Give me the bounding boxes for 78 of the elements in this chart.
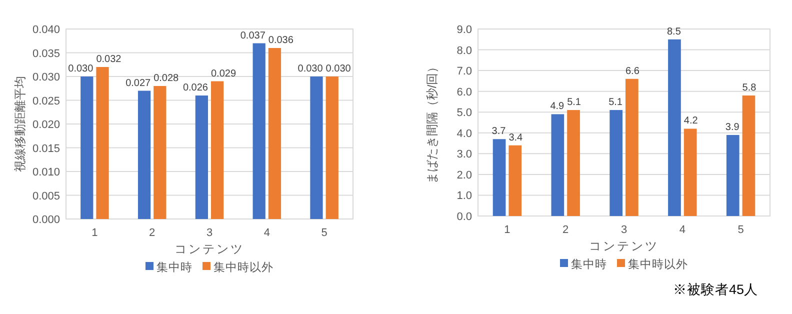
x-tick-label: 2 (149, 227, 156, 239)
y-tick-label: 0.015 (32, 142, 60, 155)
y-tick-label: 0.030 (32, 72, 60, 84)
data-label: 0.027 (126, 78, 152, 89)
data-label: 3.9 (725, 122, 740, 133)
x-axis-title: コンテンツ (589, 239, 659, 253)
y-tick-label: 5.0 (456, 107, 472, 120)
y-tick-label: 0.0 (456, 211, 472, 223)
data-label: 5.8 (742, 82, 757, 94)
bar (508, 145, 522, 216)
bar (195, 96, 208, 219)
legend-label: 集中時 (156, 261, 192, 274)
y-axis-title: まばたき間隔（秒/回） (425, 60, 439, 184)
data-label: 4.2 (684, 116, 698, 127)
y-tick-label: 2.0 (456, 169, 472, 182)
legend-label: 集中時以外 (628, 258, 688, 271)
data-label: 8.5 (666, 26, 682, 38)
y-tick-label: 6.0 (456, 86, 472, 98)
data-label: 0.030 (298, 64, 324, 74)
y-tick-label: 3.0 (456, 148, 472, 161)
y-tick-label: 0.005 (32, 190, 60, 202)
data-label: 0.030 (326, 64, 352, 74)
legend-label: 集中時以外 (214, 261, 274, 274)
data-label: 5.1 (567, 97, 582, 108)
y-tick-label: 8.0 (456, 44, 472, 57)
bar (742, 95, 756, 216)
x-tick-label: 4 (264, 227, 270, 239)
bar (551, 114, 564, 216)
x-tick-label: 3 (206, 227, 213, 239)
y-tick-label: 0.000 (32, 214, 60, 226)
bar (567, 110, 580, 216)
y-tick-label: 0.010 (32, 166, 60, 178)
y-tick-label: 4.0 (456, 128, 472, 140)
x-tick-label: 1 (92, 227, 98, 239)
bar (138, 90, 151, 219)
y-tick-label: 0.035 (32, 48, 60, 60)
bar (96, 67, 109, 219)
data-label: 0.029 (211, 68, 236, 80)
data-label: 4.9 (550, 101, 565, 112)
y-tick-label: 1.0 (456, 190, 472, 202)
bar (668, 39, 681, 216)
bar (154, 86, 166, 219)
y-tick-label: 7.0 (456, 66, 472, 78)
text: ※被験者45人 (672, 282, 758, 297)
legend-label: 集中時 (571, 258, 607, 271)
data-label: 5.1 (608, 97, 623, 108)
y-tick-label: 0.025 (32, 95, 60, 108)
y-tick-label: 0.020 (32, 119, 60, 131)
bar (684, 128, 697, 216)
x-tick-label: 3 (620, 224, 628, 236)
y-axis-title: 視線移動距離平均 (13, 76, 27, 172)
data-label: 0.037 (240, 30, 266, 42)
x-axis-title: コンテンツ (174, 242, 244, 256)
bar (610, 110, 622, 216)
data-label: 0.036 (268, 35, 294, 46)
data-label: 0.030 (68, 64, 94, 74)
bar (252, 43, 266, 219)
bar (268, 48, 282, 219)
data-label: 3.4 (508, 132, 524, 144)
x-tick-label: 5 (321, 227, 328, 239)
data-label: 0.028 (154, 73, 180, 84)
bar (310, 76, 323, 219)
data-label: 0.026 (182, 82, 208, 94)
data-label: 0.032 (96, 54, 122, 65)
data-label: 6.6 (626, 66, 640, 77)
x-tick-label: 2 (562, 224, 569, 236)
data-label: 3.7 (492, 126, 506, 138)
x-tick-label: 4 (679, 224, 686, 236)
x-tick-label: 5 (738, 224, 744, 236)
bar (726, 134, 740, 216)
bar (626, 78, 638, 216)
x-tick-label: 1 (504, 224, 510, 236)
y-tick-label: 0.040 (32, 24, 60, 36)
bar (326, 76, 338, 219)
y-tick-label: 9.0 (456, 24, 472, 36)
bar (492, 139, 506, 216)
bar (211, 81, 224, 219)
bar (80, 76, 94, 219)
